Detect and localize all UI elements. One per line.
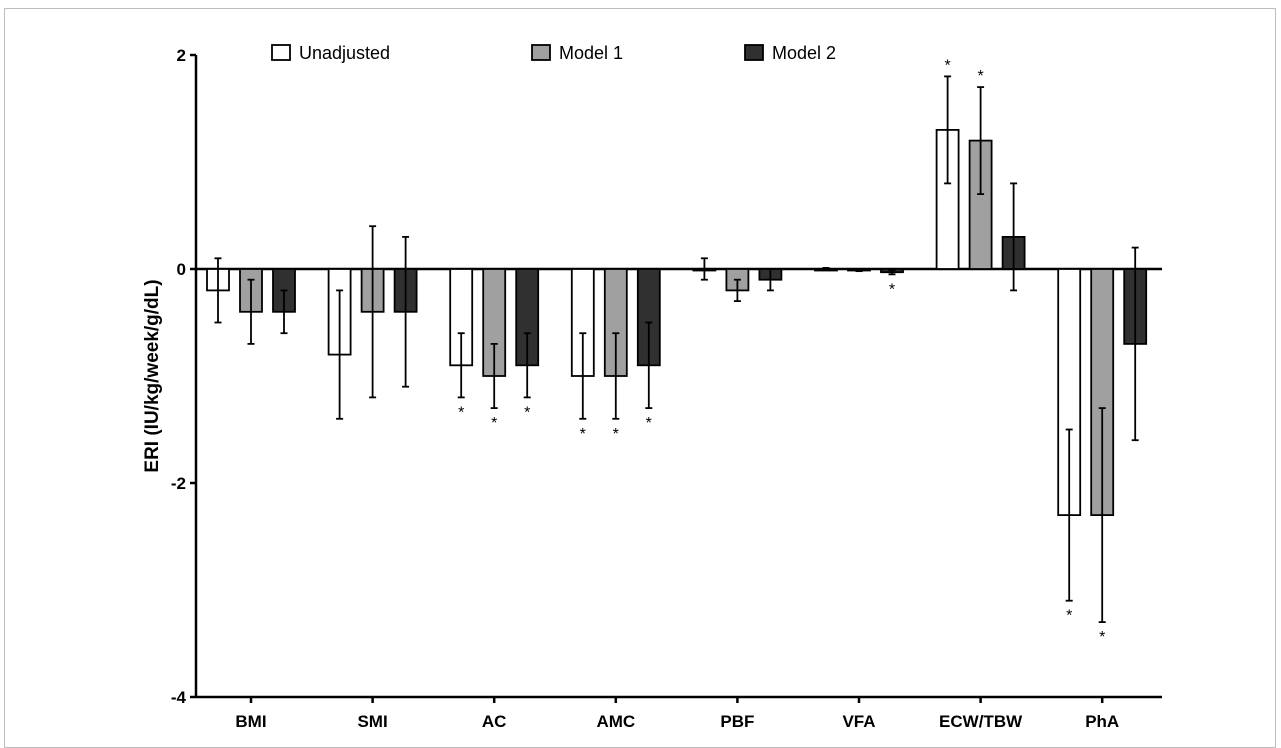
y-axis-label: ERI (IU/kg/week/g/dL) [142,279,163,472]
legend-swatch [744,44,764,61]
y-tick-label: 0 [177,260,186,279]
bars [206,128,1148,517]
legend-swatch [531,44,551,61]
significance-markers: * * * * * * * * * * * [458,57,1105,646]
significance-star: * [491,415,497,432]
x-tick-label: PhA [1085,712,1119,731]
significance-star: * [977,68,983,85]
axis-labels: 2 0 -2 -4 ERI (IU/kg/week/g/dL) BMI SMI AC AMC PB… [142,46,1119,731]
legend-label: Model 1 [559,43,623,63]
significance-star: * [889,281,895,298]
legend-label: Unadjusted [299,43,390,63]
x-tick-label: AC [482,712,507,731]
axes [190,53,1162,703]
x-tick-label: SMI [357,712,387,731]
significance-star: * [524,404,530,421]
x-tick-label: ECW/TBW [939,712,1023,731]
x-tick-label: AMC [596,712,635,731]
significance-star: * [646,415,652,432]
error-bars [214,75,1139,623]
legend-swatch [271,44,291,61]
x-tick-label: BMI [235,712,266,731]
significance-star: * [944,57,950,74]
y-tick-label: -4 [171,688,187,707]
x-tick-label: VFA [842,712,875,731]
legend: Unadjusted Model 1 Model 2 [271,43,836,63]
significance-star: * [1066,608,1072,625]
y-tick-label: 2 [177,46,186,65]
significance-star: * [613,426,619,443]
significance-star: * [458,404,464,421]
x-tick-label: PBF [720,712,754,731]
legend-label: Model 2 [772,43,836,63]
significance-star: * [1099,629,1105,646]
y-tick-label: -2 [171,474,186,493]
significance-star: * [580,426,586,443]
